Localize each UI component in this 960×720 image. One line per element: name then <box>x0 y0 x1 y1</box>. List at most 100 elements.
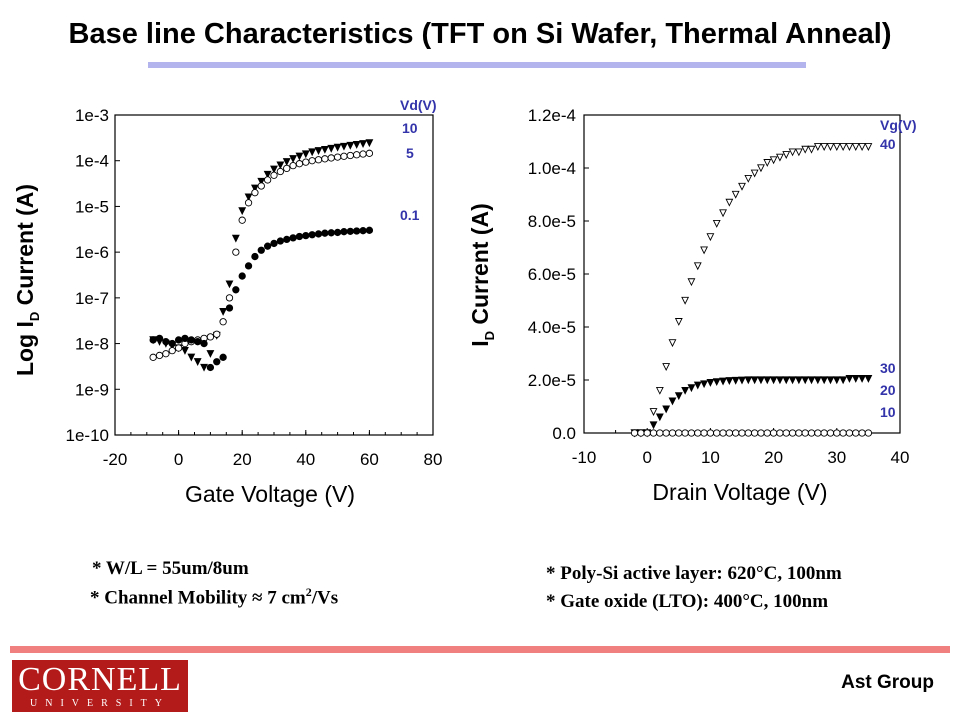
left-point-vd-10 <box>219 307 228 316</box>
left-point-vd-0-1 <box>308 231 316 239</box>
left-y-tick-label: 1e-10 <box>66 426 109 445</box>
left-point-vd-5 <box>295 160 304 168</box>
right-point-vg-20 <box>807 429 816 437</box>
right-point-vg-20 <box>845 429 854 437</box>
left-series <box>149 139 374 372</box>
right-point-vg-30 <box>832 376 841 385</box>
right-x-tick-label: 20 <box>764 448 783 467</box>
right-y-tick-label: 0.0 <box>552 424 576 443</box>
right-point-vg-40 <box>649 408 658 417</box>
right-x-axis-label: Drain Voltage (V) <box>652 479 827 505</box>
left-point-vd-5 <box>289 161 297 170</box>
right-chart: 1.2e-41.0e-48.0e-56.0e-54.0e-52.0e-50.0 … <box>467 106 917 505</box>
right-point-vg-20 <box>782 429 790 437</box>
left-point-vd-10 <box>270 165 278 174</box>
left-point-vd-5 <box>346 151 354 160</box>
right-point-vg-20 <box>757 429 765 437</box>
right-point-vg-30 <box>750 376 759 385</box>
left-point-vd-10 <box>257 177 266 186</box>
right-point-vg-30 <box>820 376 829 385</box>
right-y-ticks: 1.2e-4 1.0e-4 8.0e-5 6.0e-5 4.0e-5 2.0e-5 0.0 <box>528 106 589 443</box>
page-title: Base line Characteristics (TFT on Si Waf… <box>68 18 892 50</box>
right-legend-label-10: 10 <box>880 404 896 420</box>
right-point-vg-40 <box>820 143 829 152</box>
right-point-vg-20 <box>643 429 651 437</box>
left-point-vd-5 <box>283 164 291 173</box>
left-point-vd-5 <box>270 171 278 179</box>
right-x-tick-label: 40 <box>891 448 910 467</box>
left-point-vd-0-1 <box>295 232 304 241</box>
right-y-tick-label: 6.0e-5 <box>528 265 576 284</box>
footer-group-name: Ast Group <box>841 672 934 693</box>
left-point-vd-5 <box>168 347 176 355</box>
left-y-tick-label: 1e-9 <box>75 380 109 399</box>
note-gate-oxide: * Gate oxide (LTO): 400°C, 100nm <box>546 591 829 612</box>
right-point-vg-40 <box>832 143 841 152</box>
left-point-vd-0-1 <box>155 334 164 343</box>
left-point-vd-10 <box>314 147 323 155</box>
right-point-vg-40 <box>801 145 810 154</box>
left-x-tick-label: 40 <box>296 450 315 469</box>
right-point-vg-20 <box>694 429 702 437</box>
left-x-tick-label: 60 <box>360 450 379 469</box>
right-point-vg-30 <box>794 376 803 385</box>
right-point-vg-30 <box>845 375 854 383</box>
left-point-vd-0-1 <box>213 358 221 366</box>
left-point-vd-0-1 <box>219 353 227 361</box>
right-point-vg-30 <box>775 376 784 385</box>
right-point-vg-30 <box>712 378 721 387</box>
left-y-tick-label: 1e-5 <box>75 197 109 216</box>
left-point-vd-5 <box>257 182 265 190</box>
left-point-vd-5 <box>206 333 215 341</box>
left-point-vd-10 <box>320 145 329 154</box>
right-y-tick-label: 8.0e-5 <box>528 212 576 231</box>
left-x-tick-label: -20 <box>103 450 128 469</box>
right-point-vg-20 <box>833 429 841 437</box>
right-point-vg-30 <box>700 380 709 389</box>
left-point-vd-5 <box>333 153 342 161</box>
left-point-vd-0-1 <box>302 231 310 240</box>
right-point-vg-30 <box>839 376 848 385</box>
right-point-vg-40 <box>725 198 734 207</box>
left-chart: 1e-3 1e-4 1e-5 1e-6 1e-7 1e-8 1e-9 1e-10 -20 0 20… <box>12 97 442 507</box>
left-point-vd-0-1 <box>232 286 240 294</box>
right-point-vg-40 <box>750 169 759 178</box>
left-point-vd-10 <box>327 144 336 153</box>
right-point-vg-40 <box>763 159 772 167</box>
right-point-vg-40 <box>668 339 677 348</box>
right-legend-label-40: 40 <box>880 136 896 152</box>
right-point-vg-30 <box>674 392 683 401</box>
left-legend-label-10: 10 <box>402 120 418 136</box>
left-point-vd-0-1 <box>200 339 208 348</box>
right-point-vg-40 <box>794 148 803 157</box>
right-y-axis-label: ID Current (A) <box>467 203 497 347</box>
right-point-vg-40 <box>757 164 765 173</box>
left-point-vd-0-1 <box>187 336 195 344</box>
left-point-vd-5 <box>365 149 374 157</box>
right-point-vg-40 <box>782 151 791 159</box>
left-point-vd-10 <box>276 161 285 170</box>
right-point-vg-30 <box>719 377 727 386</box>
left-point-vd-10 <box>365 139 374 148</box>
right-point-vg-20 <box>750 429 759 437</box>
right-point-vg-30 <box>662 405 671 414</box>
left-point-vd-0-1 <box>314 230 323 238</box>
right-y-tick-label: 2.0e-5 <box>528 371 576 390</box>
logo-wordmark: CORNELL <box>18 661 182 698</box>
right-point-vg-30 <box>738 376 746 385</box>
right-point-vg-30 <box>655 413 664 422</box>
right-point-vg-30 <box>687 384 696 393</box>
left-x-tick-label: 0 <box>174 450 183 469</box>
left-point-vd-0-1 <box>359 227 367 235</box>
right-point-vg-30 <box>649 421 658 430</box>
right-point-vg-20 <box>795 429 803 437</box>
left-point-vd-0-1 <box>270 239 278 248</box>
right-point-vg-40 <box>662 363 671 371</box>
right-x-tick-label: 0 <box>642 448 651 467</box>
left-point-vd-10 <box>244 193 253 202</box>
right-point-vg-30 <box>788 376 797 385</box>
right-point-vg-20 <box>675 429 683 437</box>
right-point-vg-40 <box>788 148 797 157</box>
right-x-tick-label: -10 <box>572 448 597 467</box>
